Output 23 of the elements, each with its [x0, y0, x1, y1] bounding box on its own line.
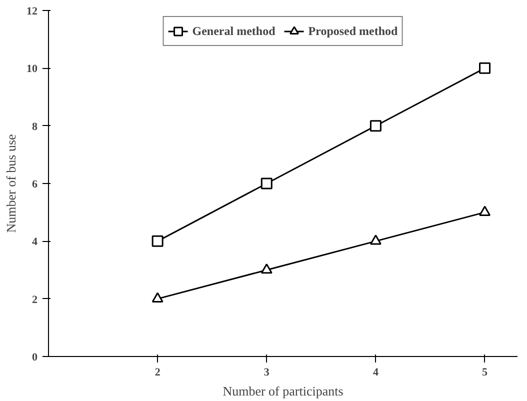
- point: [370, 120, 382, 132]
- point: [370, 234, 382, 245]
- y-tick-label: 0: [32, 352, 38, 364]
- y-axis-title: Number of bus use: [4, 134, 18, 233]
- x-tick-label: 2: [154, 366, 161, 378]
- x-tick-label: 3: [264, 366, 270, 378]
- y-tick-label: 10: [26, 63, 38, 76]
- x-tick-label: 4: [372, 366, 379, 378]
- point: [260, 178, 272, 190]
- point: [479, 62, 491, 74]
- point: [260, 263, 272, 274]
- y-tick-label: 6: [32, 178, 38, 190]
- point: [152, 235, 164, 247]
- y-tick-label: 8: [32, 120, 38, 133]
- y-tick-label: 4: [32, 236, 38, 248]
- point: [152, 292, 164, 302]
- y-tick-label: 2: [32, 294, 38, 306]
- legend-label: General method: [192, 24, 276, 38]
- point: [479, 206, 491, 216]
- x-axis-title: Number of participants: [222, 384, 344, 398]
- legend-label: Proposed method: [308, 24, 398, 38]
- x-tick-label: 5: [482, 366, 488, 378]
- y-tick-label: 12: [26, 6, 38, 18]
